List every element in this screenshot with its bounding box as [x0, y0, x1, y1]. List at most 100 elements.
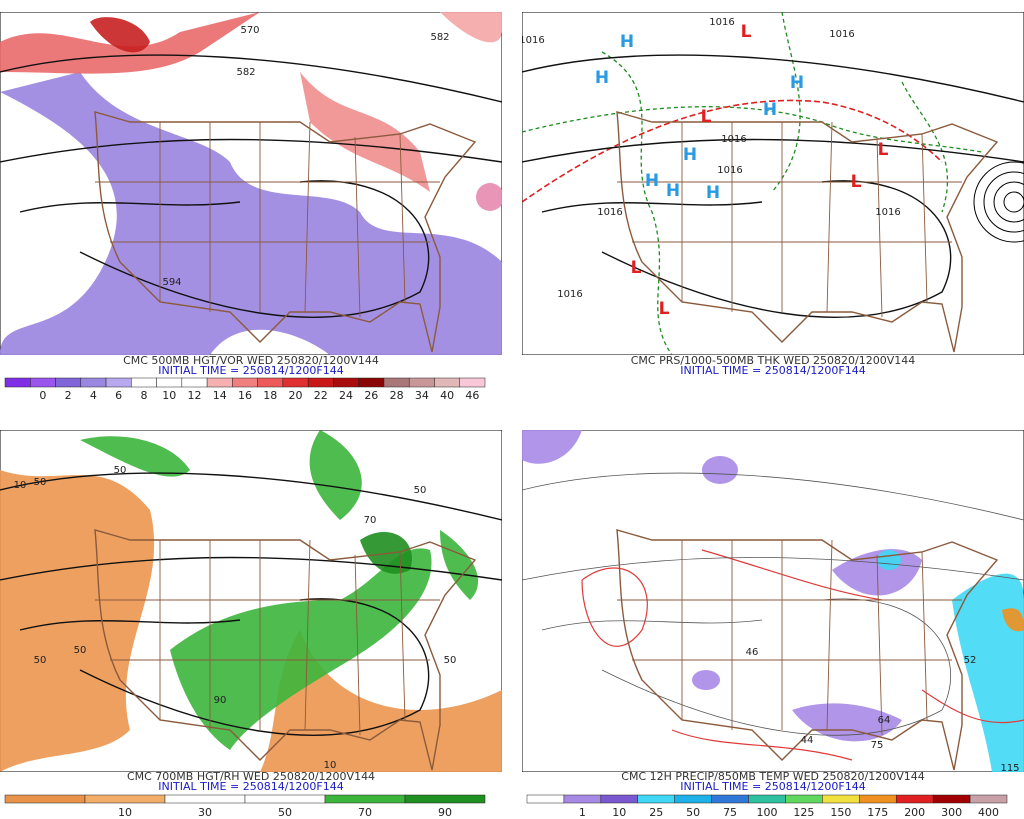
height-contour [79, 598, 430, 736]
contour-label: 90 [214, 695, 227, 706]
height-contour [601, 180, 952, 318]
colorbar-label: 90 [438, 806, 452, 819]
contour-label: 582 [430, 32, 449, 43]
initial-time: INITIAL TIME = 250814/1200F144 [680, 364, 865, 377]
caption: CMC PRS/1000-500MB THK WED 250820/1200V1… [631, 354, 916, 367]
field-shading [360, 531, 412, 574]
contour-label: 44 [801, 735, 814, 746]
colorbar-swatch [711, 794, 749, 804]
field-shading [692, 670, 720, 690]
colorbar-swatch [383, 377, 410, 388]
country-outline [616, 529, 999, 771]
colorbar-swatch [408, 377, 435, 388]
contour-label: 594 [162, 277, 181, 288]
contour-label: 1016 [721, 134, 746, 145]
colorbar-swatch [600, 794, 639, 804]
contour-label: 50 [34, 655, 47, 666]
contour-label: 582 [236, 67, 255, 78]
height-contour [541, 619, 763, 631]
colorbar-swatch [358, 377, 385, 388]
map-area: 594 582 570 582 [0, 12, 502, 355]
thickness-contour [771, 12, 801, 193]
contour-label: 50 [444, 655, 457, 666]
country-outline [616, 111, 999, 353]
height-contour [0, 556, 502, 581]
colorbar-label: 25 [649, 806, 663, 819]
colorbar-label: 26 [364, 389, 378, 402]
pressure-contour [973, 161, 1024, 243]
pressure-center: L [631, 258, 642, 278]
field-shading [260, 630, 502, 772]
height-contour [19, 619, 241, 631]
field-shading [440, 12, 502, 43]
colorbar-swatch [932, 794, 971, 804]
colorbar-swatch [206, 377, 233, 388]
map-background [522, 12, 1024, 355]
colorbar-swatch [80, 377, 107, 388]
field-shading [702, 456, 738, 484]
contour-label: 50 [34, 477, 47, 488]
height-contour [522, 557, 1024, 581]
state-borders [95, 121, 440, 318]
pressure-center: H [620, 32, 634, 52]
contour-label: 10 [14, 480, 27, 491]
colorbar-swatch [333, 377, 359, 388]
colorbar-label: 22 [314, 389, 328, 402]
field-shading [476, 183, 502, 211]
colorbar-swatch [859, 794, 897, 804]
height-contour [0, 138, 502, 163]
colorbar-label: 10 [118, 806, 132, 819]
pressure-contour [993, 181, 1024, 223]
thickness-contour [522, 106, 983, 153]
contour-label: 50 [74, 645, 87, 656]
contour-label: 10 [324, 760, 337, 771]
pressure-center: H [763, 100, 777, 120]
colorbar-label: 50 [686, 806, 700, 819]
contour-label: 1016 [829, 29, 854, 40]
colorbar-label: 400 [978, 806, 999, 819]
colorbar-swatch [404, 794, 486, 804]
colorbar-swatch [434, 377, 460, 388]
colorbar-label: 300 [941, 806, 962, 819]
colorbar-swatch [674, 794, 712, 804]
colorbar-label: 150 [830, 806, 851, 819]
country-outline [94, 111, 477, 353]
field-shading [792, 703, 902, 742]
colorbar-swatch [4, 794, 86, 804]
contour-label: 50 [414, 485, 427, 496]
pressure-center: H [645, 171, 659, 191]
colorbar-label: 30 [198, 806, 212, 819]
contour-label: 1016 [557, 289, 582, 300]
contour-label: 50 [114, 465, 127, 476]
contour-label: 52 [964, 655, 977, 666]
contour-label: 115 [1000, 763, 1019, 774]
map-area: 46 75 44 64 52 115 [522, 430, 1024, 774]
height-contour [522, 472, 1024, 521]
contour-label: 46 [746, 647, 759, 658]
colorbar-swatch [156, 377, 183, 388]
pressure-center: L [659, 299, 670, 319]
contour-label: 1016 [709, 17, 734, 28]
colorbar-label: 14 [213, 389, 227, 402]
colorbar-label: 20 [289, 389, 303, 402]
temperature-contour [671, 729, 853, 761]
initial-time: INITIAL TIME = 250814/1200F144 [158, 780, 343, 793]
colorbar-swatch [244, 794, 326, 804]
colorbar-swatch [282, 377, 309, 388]
field-shading [80, 436, 190, 477]
temperature-contour [581, 567, 648, 647]
thickness-contour [901, 81, 948, 213]
field-shading [877, 550, 901, 570]
colorbar-label: 12 [187, 389, 201, 402]
field-shading [309, 430, 362, 520]
colorbar-label: 200 [904, 806, 925, 819]
state-borders [617, 539, 962, 736]
field-shading [170, 548, 432, 750]
colorbar-swatch [307, 377, 334, 388]
contour-label: 1016 [717, 165, 742, 176]
colorbar-label: 0 [39, 389, 46, 402]
height-contour [522, 54, 1024, 103]
height-contour [522, 138, 1024, 163]
